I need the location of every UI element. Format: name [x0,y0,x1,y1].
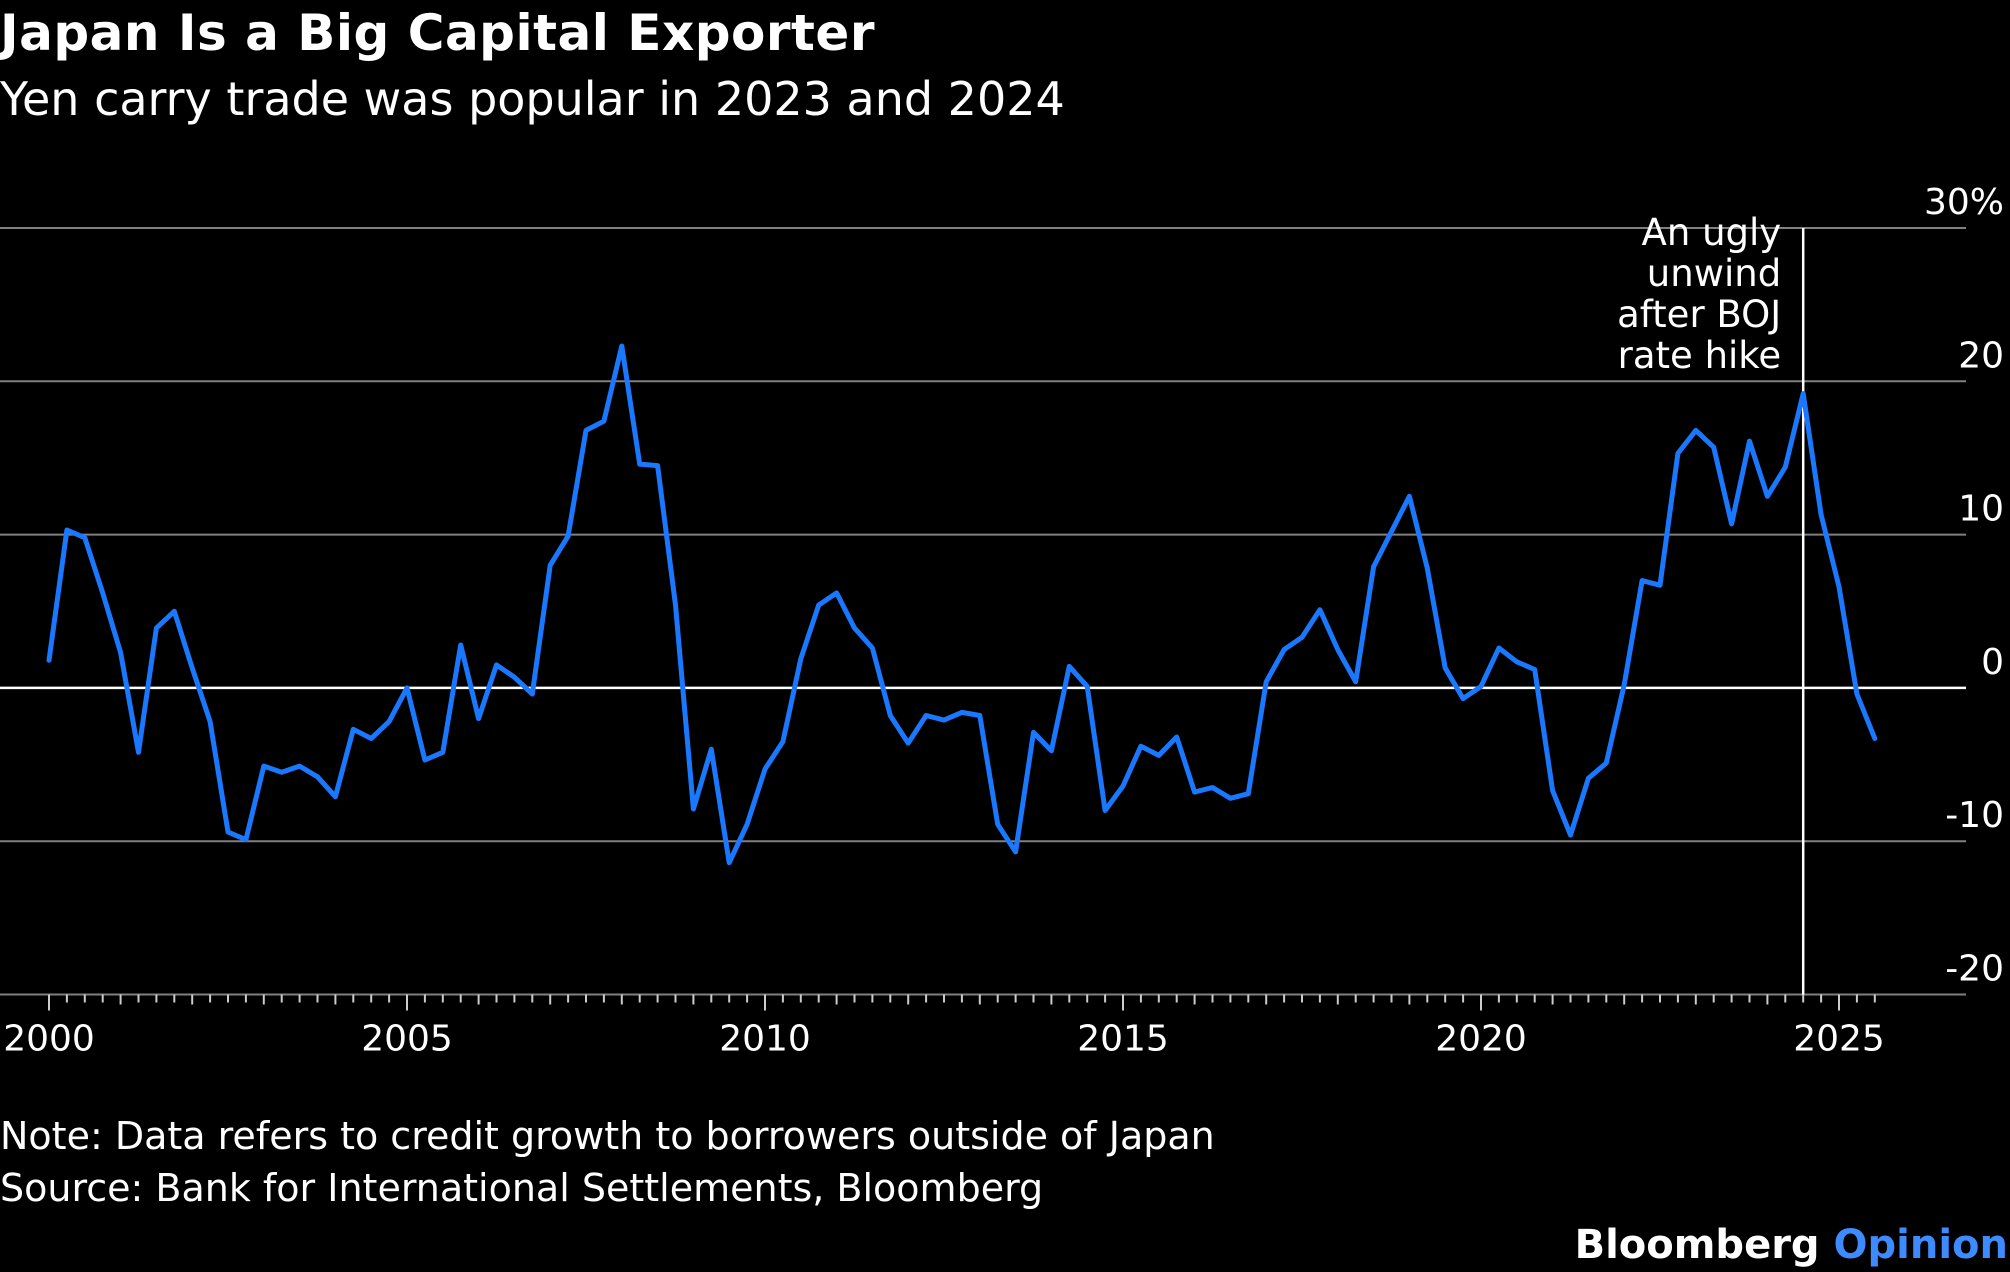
y-tick-label: 0 [1981,642,2004,683]
x-tick-label: 2020 [1435,1019,1527,1060]
x-tick-label: 2010 [719,1019,811,1060]
chart-source: Source: Bank for International Settlemen… [0,1166,1044,1210]
brand-name: Bloomberg [1574,1222,1820,1268]
x-tick-label: 2005 [361,1019,453,1060]
annotation-text: unwind [1647,252,1781,295]
brand-tag: Opinion [1833,1222,2009,1268]
x-tick-label: 2025 [1793,1019,1885,1060]
y-tick-label: 20 [1958,335,2004,376]
y-tick-label: 30% [1924,182,2004,223]
annotation-text: after BOJ [1617,293,1781,336]
y-axis-labels: 30% 20 10 0 -10 -20 [1924,182,2004,990]
series-group [46,343,1878,866]
y-tick-label: -10 [1945,795,2004,836]
y-tick-label: -20 [1945,949,2004,990]
x-axis: 2000 2005 2010 2015 2020 2025 [3,994,1885,1060]
y-tick-label: 10 [1958,489,2004,530]
brand-logo: Bloomberg Opinion [1575,1222,2008,1268]
x-tick-label: 2015 [1077,1019,1169,1060]
chart-subtitle: Yen carry trade was popular in 2023 and … [0,72,1065,126]
chart-title: Japan Is a Big Capital Exporter [0,4,875,62]
chart-note: Note: Data refers to credit growth to bo… [0,1114,1215,1158]
series-line [46,343,1878,866]
gridlines [0,227,1966,996]
annotation-text: rate hike [1618,334,1782,377]
annotation-text: An ugly [1642,211,1782,254]
x-tick-label: 2000 [3,1019,95,1060]
